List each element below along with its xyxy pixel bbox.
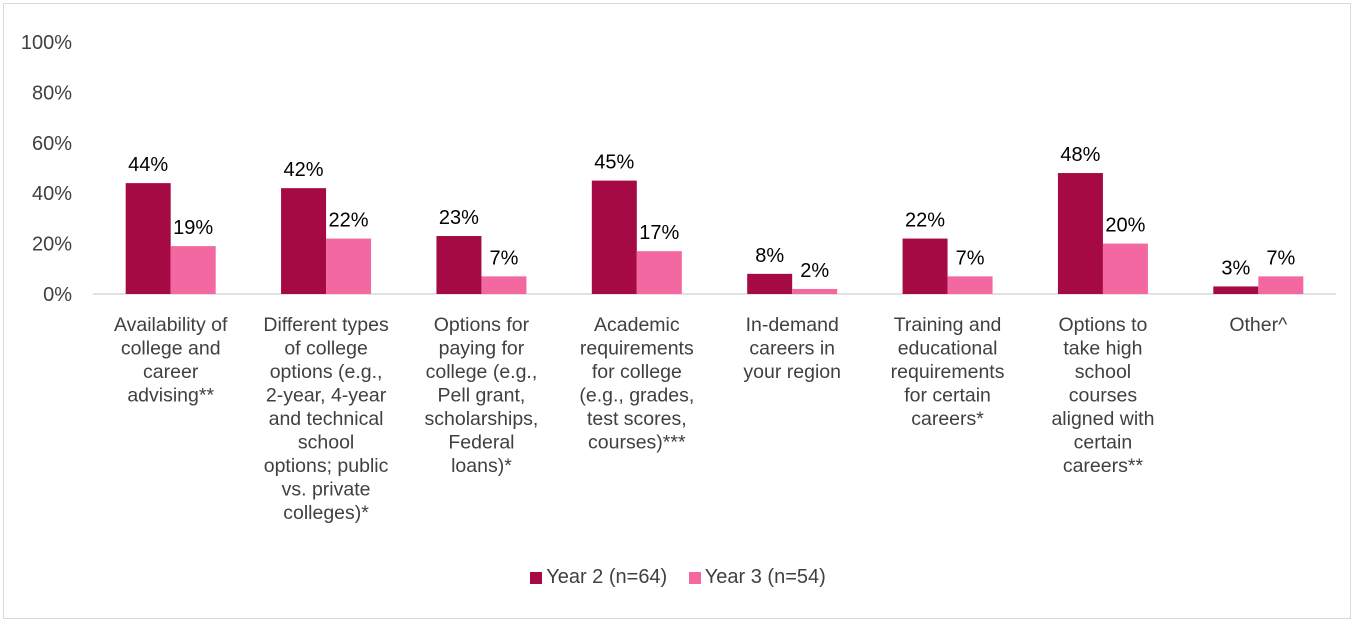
legend-swatch-year-2: [530, 571, 543, 584]
bar-year-2: [125, 183, 171, 294]
bar-year-3: [481, 276, 527, 294]
data-label: 22%: [905, 210, 945, 232]
y-tick-label: 60%: [32, 133, 72, 155]
chart-frame: [3, 3, 1351, 619]
data-label: 45%: [594, 152, 634, 174]
data-label: 42%: [284, 159, 324, 181]
x-category-label: Options to take high school courses aligned …: [1051, 314, 1154, 477]
data-label: 20%: [1105, 215, 1145, 237]
bar-year-3: [170, 246, 216, 294]
legend-item-year-3: Year 3 (n=54): [688, 566, 826, 589]
y-tick-label: 40%: [32, 183, 72, 205]
bar-year-3: [1258, 276, 1304, 294]
bar-year-2: [436, 236, 482, 294]
x-category-label: Availability of college and career advising…: [114, 314, 228, 407]
legend-swatch-year-3: [688, 571, 701, 584]
bar-year-2: [1057, 173, 1103, 294]
x-category-label: Options for paying for college (e.g., Pell …: [425, 314, 539, 477]
data-label: 48%: [1060, 144, 1100, 166]
bar-year-2: [591, 180, 637, 294]
legend-label-year-2: Year 2 (n=64): [546, 566, 668, 588]
data-label: 22%: [329, 210, 369, 232]
bar-year-3: [792, 288, 838, 294]
chart-legend: Year 2 (n=64) Year 3 (n=54): [0, 566, 1356, 590]
y-tick-label: 20%: [32, 234, 72, 256]
x-category-label: Different types of college options (e.g., 2…: [263, 314, 389, 524]
x-category-label: Training and educational requirements for c…: [891, 314, 1005, 430]
legend-label-year-3: Year 3 (n=54): [704, 566, 826, 588]
x-category-label: Academic requirements for college (e.g., gr…: [579, 314, 694, 454]
y-tick-label: 80%: [32, 82, 72, 104]
bar-year-2: [902, 238, 948, 294]
y-tick-label: 100%: [21, 32, 72, 54]
y-tick-label: 0%: [43, 284, 72, 306]
data-label: 7%: [489, 247, 518, 269]
x-category-label: Other^: [1229, 314, 1288, 336]
data-label: 2%: [800, 260, 829, 282]
bar-year-2: [747, 273, 793, 294]
bar-year-3: [947, 276, 993, 294]
bar-year-3: [326, 238, 372, 294]
data-label: 7%: [956, 247, 985, 269]
data-label: 3%: [1221, 257, 1250, 279]
data-label: 44%: [128, 154, 168, 176]
data-label: 7%: [1266, 247, 1295, 269]
legend-item-year-2: Year 2 (n=64): [530, 566, 667, 589]
x-category-label: In-demand careers in your region: [743, 314, 841, 383]
bar-year-2: [281, 188, 327, 294]
data-label: 19%: [173, 217, 213, 239]
data-label: 23%: [439, 207, 479, 229]
bar-year-3: [1102, 243, 1148, 294]
bar-year-3: [636, 251, 682, 294]
bar-year-2: [1213, 286, 1259, 294]
data-label: 17%: [639, 222, 679, 244]
data-label: 8%: [755, 245, 784, 267]
